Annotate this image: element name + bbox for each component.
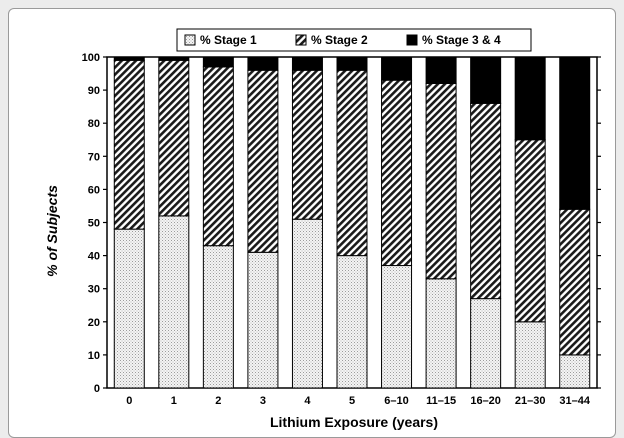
y-tick-label: 0 — [94, 383, 100, 395]
bar-segment-stage34 — [425, 56, 457, 84]
bar-segment-stage2 — [514, 139, 546, 323]
legend-swatch-stage1 — [184, 34, 196, 46]
bar-segment-stage1 — [559, 354, 591, 389]
y-tick-label: 20 — [88, 317, 100, 329]
bar-segment-stage2 — [202, 66, 234, 247]
y-tick-label: 50 — [88, 218, 100, 230]
y-tick-label: 10 — [88, 350, 100, 362]
x-tick-label: 6–10 — [384, 395, 408, 407]
x-tick-label: 11–15 — [426, 395, 456, 407]
x-tick-label: 2 — [215, 395, 221, 407]
bar-segment-stage34 — [113, 56, 145, 61]
stacked-bar-chart: % Stage 1 % Stage 2 % Stage 3 & 4 % of S… — [44, 28, 601, 430]
bar-segment-stage1 — [291, 218, 323, 389]
x-tick-label: 16–20 — [470, 395, 501, 407]
x-tick-label: 21–30 — [515, 395, 546, 407]
bar-segment-stage34 — [470, 56, 502, 104]
y-tick-label: 30 — [88, 284, 100, 296]
y-tick-label: 100 — [82, 52, 100, 64]
bar-segment-stage2 — [559, 208, 591, 356]
bar-segment-stage1 — [113, 228, 145, 389]
bar-segment-stage2 — [470, 102, 502, 300]
bar-segment-stage1 — [470, 298, 502, 389]
bar-segment-stage1 — [247, 251, 279, 389]
bar-segment-stage34 — [202, 56, 234, 68]
bar-segment-stage34 — [291, 56, 323, 71]
legend-swatch-stage34 — [406, 34, 418, 46]
x-axis-title: Lithium Exposure (years) — [270, 414, 438, 430]
legend-label-stage1: % Stage 1 — [200, 33, 257, 47]
bar-segment-stage2 — [158, 59, 190, 217]
bar-segment-stage1 — [381, 265, 413, 389]
x-tick-label: 1 — [171, 395, 177, 407]
bar-segment-stage1 — [202, 245, 234, 389]
y-tick-label: 40 — [88, 251, 100, 263]
legend-label-stage34: % Stage 3 & 4 — [422, 33, 501, 47]
bar-segment-stage2 — [336, 69, 368, 257]
legend-label-stage2: % Stage 2 — [311, 33, 368, 47]
bar-segment-stage34 — [559, 56, 591, 210]
x-tick-label: 4 — [304, 395, 311, 407]
plot-area: 0 10 20 30 40 50 60 70 80 90 100 0 1 2 3 4 5 6–10 11–15 16–… — [82, 52, 601, 407]
x-tick-label: 31–44 — [559, 395, 590, 407]
figure-frame: % Stage 1 % Stage 2 % Stage 3 & 4 % of S… — [8, 8, 616, 438]
y-axis-title: % of Subjects — [44, 185, 60, 277]
bar-segment-stage1 — [425, 278, 457, 389]
bar-segment-stage2 — [291, 69, 323, 220]
bar-segment-stage2 — [425, 82, 457, 280]
y-tick-label: 90 — [88, 85, 100, 97]
bar-segment-stage34 — [336, 56, 368, 71]
x-tick-label: 3 — [260, 395, 266, 407]
legend-box — [176, 28, 532, 52]
bar-segment-stage34 — [247, 56, 279, 71]
bar-segment-stage2 — [247, 69, 279, 253]
bar-segment-stage34 — [514, 56, 546, 141]
x-tick-label: 5 — [349, 395, 355, 407]
bar-segment-stage34 — [158, 56, 190, 61]
legend-swatch-stage2 — [295, 34, 307, 46]
y-tick-label: 80 — [88, 118, 100, 130]
y-tick-label: 60 — [88, 184, 100, 196]
bar-segment-stage2 — [113, 59, 145, 230]
bar-segment-stage1 — [514, 321, 546, 389]
legend: % Stage 1 % Stage 2 % Stage 3 & 4 — [176, 28, 532, 52]
y-tick-label: 70 — [88, 151, 100, 163]
bar-segment-stage1 — [336, 255, 368, 389]
bar-segment-stage1 — [158, 215, 190, 389]
x-tick-label: 0 — [126, 395, 132, 407]
bar-segment-stage2 — [381, 79, 413, 267]
bar-segment-stage34 — [381, 56, 413, 81]
